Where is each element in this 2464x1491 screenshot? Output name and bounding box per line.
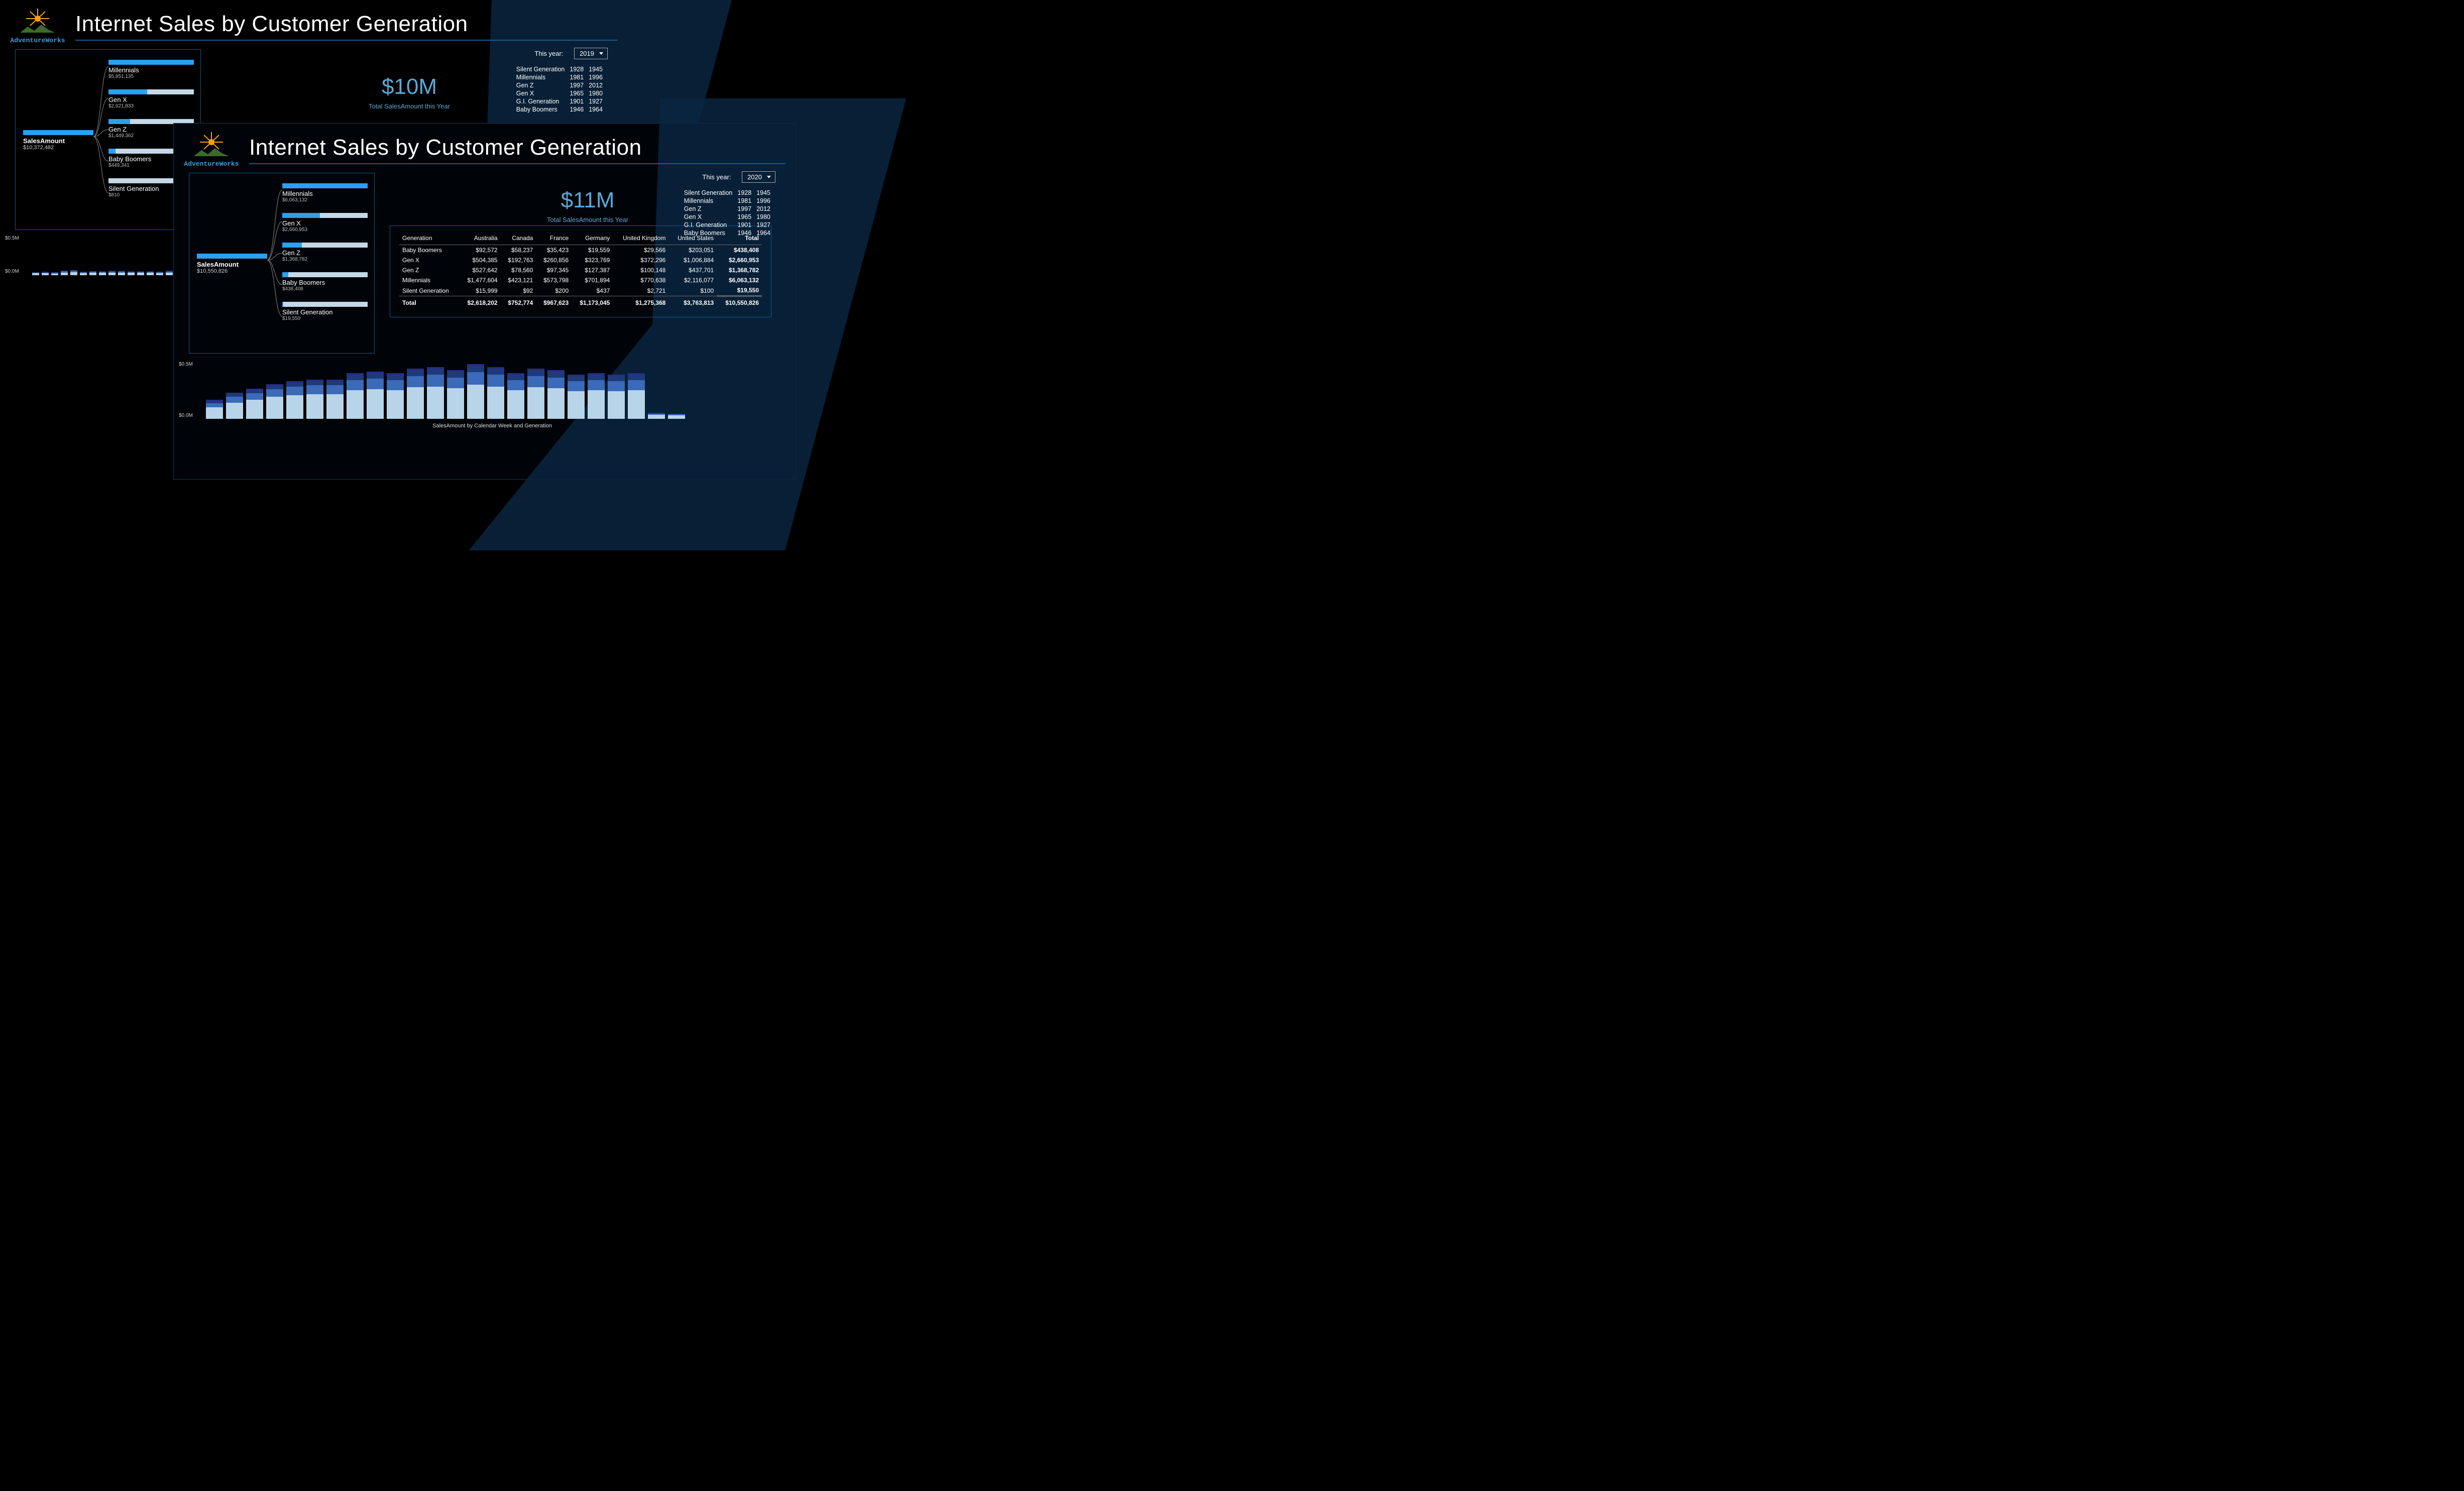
page-title: Internet Sales by Customer Generation (249, 135, 786, 164)
tree-node[interactable]: Gen Z$1,368,782 (282, 243, 368, 262)
generation-row[interactable]: Millennials19811996 (516, 73, 608, 81)
table-row[interactable]: Silent Generation$15,999$92$200$437$2,72… (399, 285, 762, 296)
week-bar[interactable] (42, 272, 49, 275)
week-bar[interactable] (527, 369, 544, 419)
week-bar[interactable] (467, 364, 484, 419)
tree-root-value: $10,372,482 (23, 145, 93, 151)
week-bar[interactable] (166, 271, 173, 275)
week-bar[interactable] (447, 370, 464, 419)
tree-root-label: SalesAmount (197, 261, 267, 268)
week-bar[interactable] (326, 380, 344, 419)
week-bar[interactable] (32, 272, 39, 275)
tree-node[interactable]: Gen X$2,660,953 (282, 213, 368, 233)
generation-row[interactable]: Gen X19651980 (684, 213, 775, 221)
generation-row[interactable]: Baby Boomers19461964 (516, 105, 608, 113)
week-bar[interactable] (286, 381, 303, 419)
week-bar[interactable] (156, 272, 163, 275)
week-bar[interactable] (588, 373, 605, 419)
table-row[interactable]: Gen X$504,385$192,763$260,856$323,769$37… (399, 255, 762, 265)
year-select[interactable]: 2020 (742, 171, 775, 183)
y-axis-tick: $0.5M (5, 236, 19, 241)
chart-title: SalesAmount by Calendar Week and Generat… (204, 423, 780, 429)
brand-name: AdventureWorks (184, 160, 239, 168)
weekly-bar-chart[interactable]: $0.5M $0.0M SalesAmount by Calendar Week… (204, 364, 780, 429)
week-bar[interactable] (266, 384, 283, 419)
table-row[interactable]: Millennials$1,477,604$423,121$573,798$70… (399, 275, 762, 285)
decomposition-tree[interactable]: SalesAmount $10,550,826 Millennials$6,06… (189, 173, 375, 354)
year-filter-label: This year: (534, 50, 563, 57)
y-axis-tick: $0.5M (179, 362, 193, 367)
generation-row[interactable]: Gen Z19972012 (516, 81, 608, 89)
generation-row[interactable]: Silent Generation19281945 (516, 65, 608, 73)
tree-node[interactable]: Baby Boomers$438,408 (282, 272, 368, 292)
year-filter-label: This year: (702, 173, 731, 181)
week-bar[interactable] (246, 389, 263, 419)
generation-row[interactable]: G.I. Generation19011927 (516, 97, 608, 105)
week-bar[interactable] (668, 414, 685, 419)
week-bar[interactable] (628, 373, 645, 419)
generation-year-table: Silent Generation19281945Millennials1981… (516, 65, 608, 113)
tree-node[interactable]: Millennials$5,851,135 (108, 60, 194, 79)
tree-node[interactable]: Millennials$6,063,132 (282, 183, 368, 203)
year-select[interactable]: 2019 (574, 48, 608, 59)
brand-logo: AdventureWorks (184, 131, 239, 168)
generation-row[interactable]: Baby Boomers19461964 (684, 229, 775, 237)
generation-row[interactable]: Gen Z19972012 (684, 205, 775, 213)
week-bar[interactable] (108, 271, 116, 275)
week-bar[interactable] (128, 271, 135, 275)
week-bar[interactable] (487, 367, 504, 419)
week-bar[interactable] (147, 271, 154, 275)
week-bar[interactable] (206, 400, 223, 419)
tree-node[interactable]: Gen X$2,621,833 (108, 89, 194, 109)
matrix-visual[interactable]: GenerationAustraliaCanadaFranceGermanyUn… (390, 225, 771, 317)
filter-panel: This year: 2019 Silent Generation1928194… (516, 48, 608, 113)
week-bar[interactable] (568, 375, 585, 419)
week-bar[interactable] (70, 270, 77, 275)
y-axis-tick: $0.0M (179, 413, 193, 418)
week-bar[interactable] (547, 370, 565, 419)
dashboard-2020: AdventureWorks Internet Sales by Custome… (173, 123, 796, 480)
week-bar[interactable] (118, 271, 125, 275)
week-bar[interactable] (61, 271, 68, 275)
brand-logo: AdventureWorks (10, 8, 65, 44)
tree-root-value: $10,550,826 (197, 268, 267, 274)
week-bar[interactable] (99, 271, 106, 275)
brand-name: AdventureWorks (10, 37, 65, 44)
week-bar[interactable] (306, 380, 323, 419)
generation-row[interactable]: Silent Generation19281945 (684, 189, 775, 197)
week-bar[interactable] (407, 369, 424, 419)
page-title: Internet Sales by Customer Generation (75, 12, 618, 41)
week-bar[interactable] (51, 272, 58, 275)
week-bar[interactable] (137, 271, 144, 275)
generation-row[interactable]: G.I. Generation19011927 (684, 221, 775, 229)
table-row[interactable]: Gen Z$527,642$78,560$97,345$127,387$100,… (399, 265, 762, 275)
table-total-row: Total$2,618,202$752,774$967,623$1,173,04… (399, 296, 762, 308)
week-bar[interactable] (427, 367, 444, 419)
filter-panel: This year: 2020 Silent Generation1928194… (684, 171, 775, 237)
tree-root-label: SalesAmount (23, 137, 93, 145)
week-bar[interactable] (507, 373, 524, 419)
week-bar[interactable] (226, 393, 243, 419)
generation-year-table: Silent Generation19281945Millennials1981… (684, 189, 775, 237)
generation-row[interactable]: Gen X19651980 (516, 89, 608, 97)
week-bar[interactable] (387, 373, 404, 419)
table-row[interactable]: Baby Boomers$92,572$58,237$35,423$19,559… (399, 245, 762, 256)
week-bar[interactable] (367, 372, 384, 419)
week-bar[interactable] (608, 375, 625, 419)
tree-node[interactable]: Silent Generation$19,550 (282, 302, 368, 321)
week-bar[interactable] (80, 272, 87, 275)
week-bar[interactable] (347, 373, 364, 419)
week-bar[interactable] (648, 413, 665, 419)
generation-row[interactable]: Millennials19811996 (684, 197, 775, 205)
y-axis-tick: $0.0M (5, 269, 19, 274)
week-bar[interactable] (89, 271, 96, 275)
